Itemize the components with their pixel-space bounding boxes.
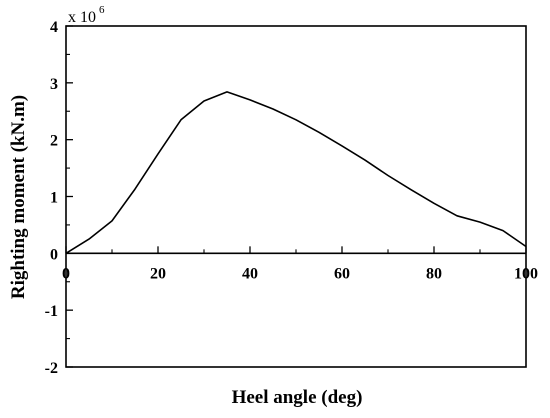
x-tick-label: 100 [514,265,538,282]
y-tick-label: 2 [50,133,58,150]
y-tick-labels: -2 -1 0 1 2 3 4 [45,19,58,377]
x-tick-labels: 0 20 40 60 80 100 [62,265,538,282]
y-multiplier-exponent: 6 [99,4,105,16]
series-group [65,91,527,254]
plot-frame [65,25,527,368]
x-tick-label: 20 [150,265,166,282]
y-tick-label: -1 [45,303,58,320]
x-tick-label: 0 [62,265,70,282]
y-tick-label: 3 [50,76,58,93]
tick-marks [65,25,527,368]
y-tick-label: -2 [45,360,58,377]
y-tick-label: 4 [50,19,58,36]
y-tick-label: 1 [50,190,58,207]
x-tick-label: 80 [426,265,442,282]
plot-axes [65,25,527,368]
x-axis-title: Heel angle (deg) [232,387,363,408]
y-tick-label: 0 [50,246,58,263]
x-tick-label: 40 [242,265,258,282]
x-tick-label: 60 [334,265,350,282]
y-axis-title: Righting moment (kN.m) [8,95,29,299]
y-multiplier-label: x 10 [68,9,96,26]
series-line [65,91,527,254]
